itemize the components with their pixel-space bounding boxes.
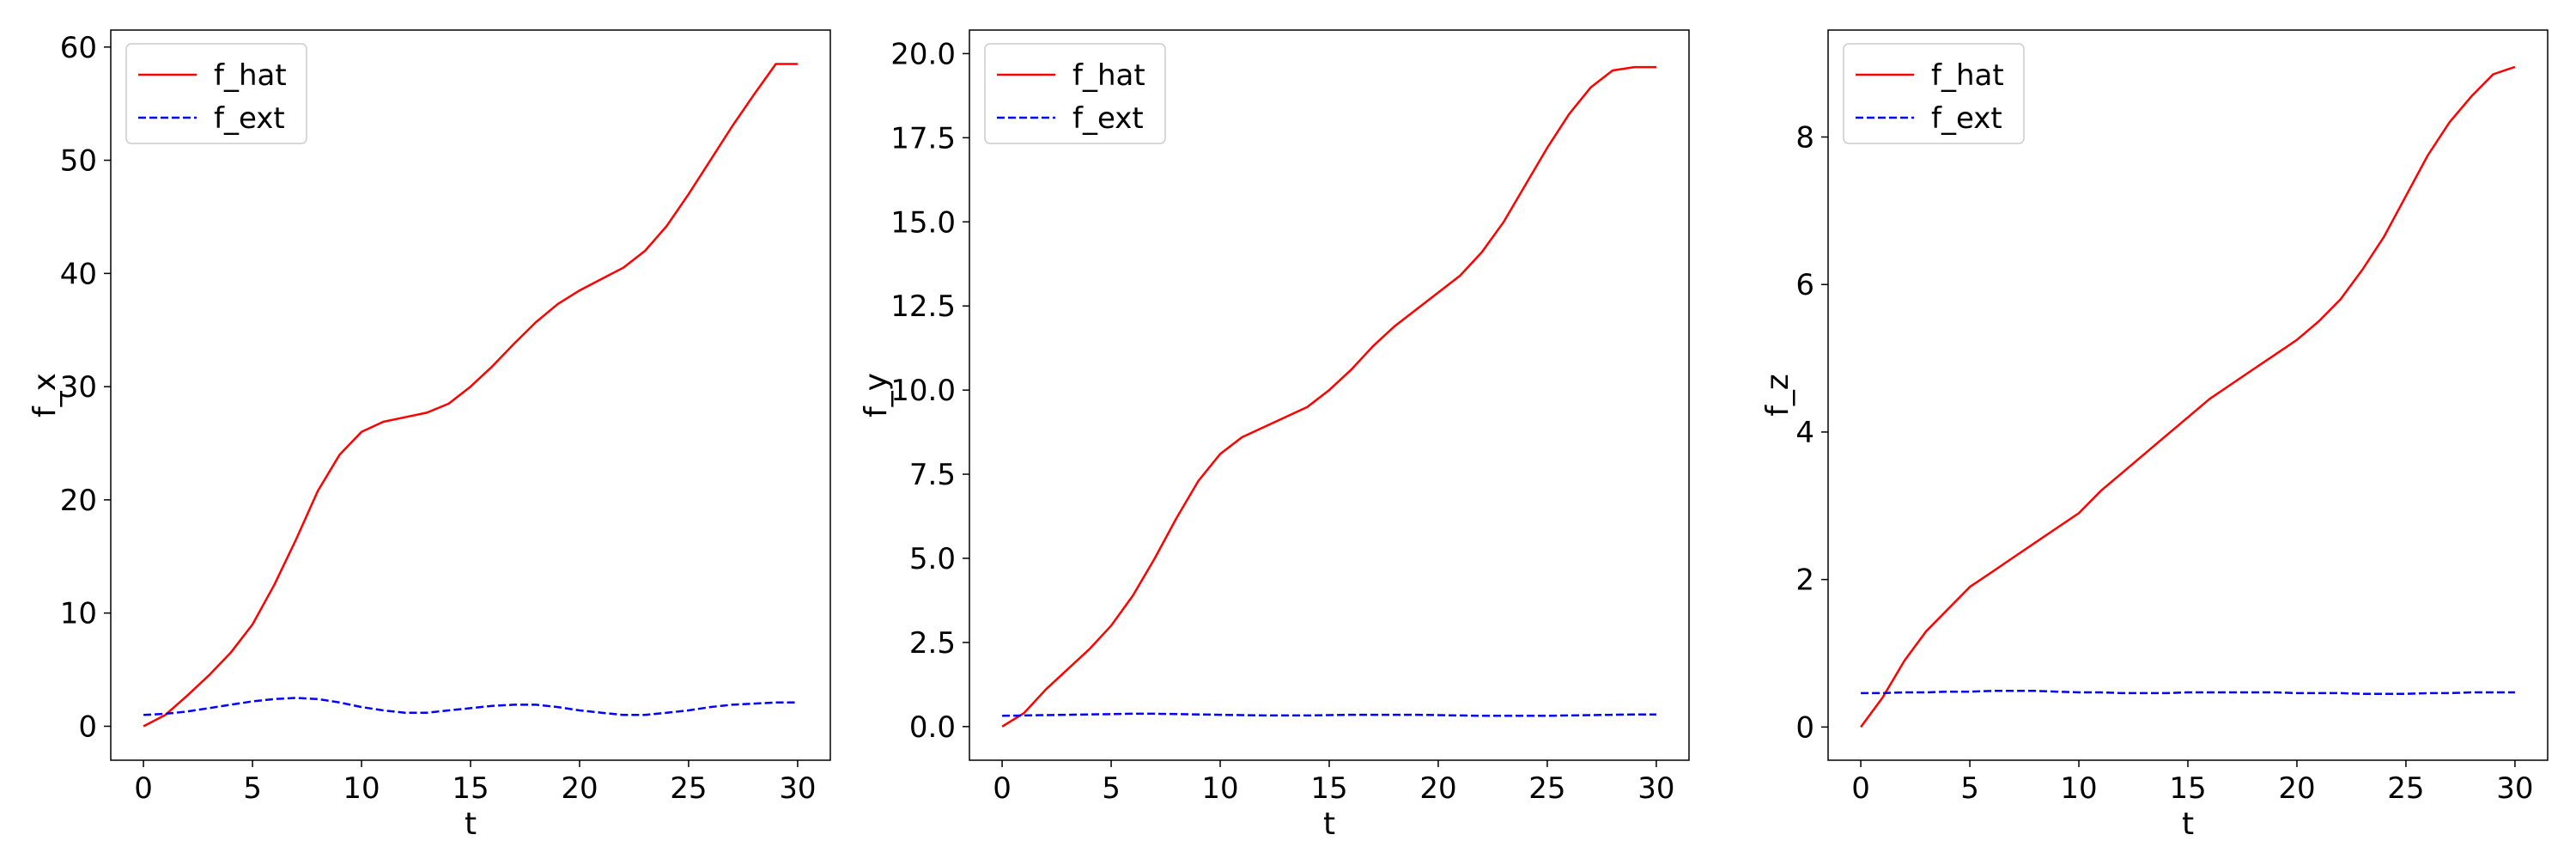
- x-tick-label: 30: [1637, 771, 1674, 806]
- y-tick-label: 15.0: [890, 205, 956, 240]
- legend-label-f-hat: f_hat: [1072, 58, 1145, 93]
- x-tick-label: 0: [1851, 771, 1870, 806]
- y-tick-label: 20: [60, 484, 97, 518]
- y-axis-label: f_x: [27, 373, 63, 417]
- y-tick-label: 10.0: [890, 374, 956, 408]
- x-tick-label: 0: [993, 771, 1012, 806]
- x-tick-label: 20: [561, 771, 598, 806]
- y-tick-label: 30: [60, 370, 97, 405]
- legend-box: [1843, 43, 2025, 144]
- legend-label-f-ext: f_ext: [1931, 101, 2002, 136]
- x-tick-label: 5: [1960, 771, 1979, 806]
- legend-label-f-hat: f_hat: [214, 58, 287, 93]
- legend: f_hat f_ext: [125, 43, 307, 144]
- y-axis-label: f_y: [859, 373, 894, 417]
- x-tick-label: 20: [2278, 771, 2315, 806]
- legend-label-f-ext: f_ext: [1072, 101, 1144, 136]
- series-line-f-ext: [1861, 690, 2515, 695]
- chart-panel-1: 0 5 10 15 20 25 30 0 10 20 30 40 50 60 t f_x f_hat f_ext: [27, 29, 831, 842]
- y-tick-label: 50: [60, 144, 97, 179]
- legend-box: [984, 43, 1166, 144]
- series-group: [143, 63, 798, 728]
- chart-panel-2: 0 5 10 15 20 25 30 0.0 2.5 5.0 7.5 10.0 12.5 15.0 17.5…: [859, 29, 1690, 842]
- y-tick-label: 6: [1795, 268, 1814, 302]
- x-tick-label: 10: [343, 771, 380, 806]
- y-tick-label: 10: [60, 597, 97, 631]
- x-tick-label: 15: [1310, 771, 1347, 806]
- x-tick-label: 15: [2169, 771, 2206, 806]
- y-tick-label: 0.0: [909, 710, 956, 745]
- legend-box: [125, 43, 307, 144]
- series-line-f-hat: [1001, 65, 1656, 728]
- legend-label-f-hat: f_hat: [1931, 58, 2004, 93]
- x-tick-label: 20: [1419, 771, 1456, 806]
- x-tick-label: 10: [2060, 771, 2097, 806]
- y-tick-label: 8: [1795, 120, 1814, 155]
- legend: f_hat f_ext: [1843, 43, 2025, 144]
- y-tick-label: 12.5: [890, 289, 956, 324]
- y-tick-label: 5.0: [909, 542, 956, 576]
- chart-panel-3: 0 5 10 15 20 25 30 0 2 4 6 8 t f_z f_hat f_ext: [1760, 29, 2549, 842]
- y-tick-label: 2.5: [909, 626, 956, 661]
- x-tick-label: 5: [1102, 771, 1121, 806]
- y-tick-label: 60: [60, 31, 97, 65]
- y-axis-label: f_z: [1760, 374, 1795, 417]
- x-axis-label: t: [2182, 807, 2194, 842]
- x-tick-label: 10: [1201, 771, 1238, 806]
- x-tick-label: 30: [2496, 771, 2533, 806]
- y-tick-label: 7.5: [909, 458, 956, 492]
- y-tick-label: 0: [78, 710, 97, 744]
- series-line-f-ext: [143, 697, 798, 716]
- x-tick-label: 30: [779, 771, 816, 806]
- x-tick-label: 25: [670, 771, 707, 806]
- y-tick-label: 17.5: [890, 121, 956, 155]
- y-tick-label: 0: [1795, 710, 1814, 745]
- y-tick-label: 2: [1795, 564, 1814, 598]
- series-group: [1001, 65, 1656, 728]
- y-tick-label: 40: [60, 257, 97, 291]
- x-tick-label: 15: [452, 771, 489, 806]
- y-tick-label: 4: [1795, 416, 1814, 450]
- x-tick-label: 25: [2387, 771, 2424, 806]
- x-axis-label: t: [465, 807, 477, 842]
- legend: f_hat f_ext: [984, 43, 1166, 144]
- x-tick-label: 25: [1528, 771, 1565, 806]
- x-axis-label: t: [1323, 807, 1335, 842]
- series-line-f-hat: [1860, 65, 2516, 728]
- series-line-f-hat: [143, 63, 798, 728]
- y-tick-label: 20.0: [890, 37, 956, 71]
- series-group: [1860, 65, 2516, 728]
- x-tick-label: 5: [243, 771, 262, 806]
- legend-label-f-ext: f_ext: [214, 101, 285, 136]
- series-line-f-ext: [1002, 712, 1656, 717]
- x-tick-label: 0: [134, 771, 153, 806]
